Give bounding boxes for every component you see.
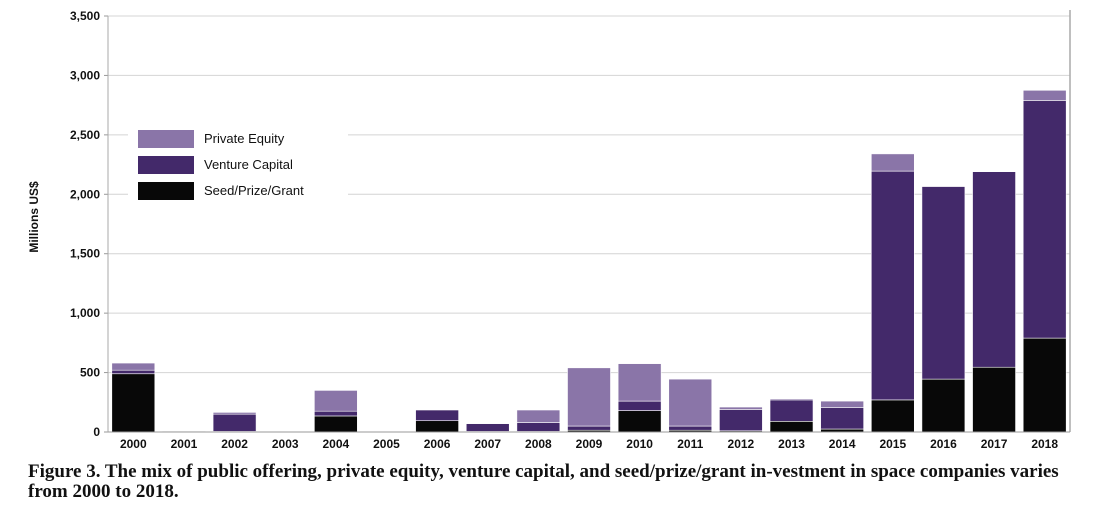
x-tick-label: 2008 [525, 437, 552, 451]
axes [107, 10, 1071, 433]
bar-segment [111, 369, 156, 375]
bar-segment [719, 409, 763, 432]
bar-segment [111, 362, 156, 371]
x-tick-label: 2014 [829, 437, 856, 451]
legend: Private Equity Venture Capital Seed/Prize/… [128, 122, 348, 208]
bar-segment [212, 413, 257, 432]
bar-segment [972, 366, 1016, 433]
bar-segment [1022, 100, 1067, 339]
y-tick-label: 0 [93, 425, 100, 439]
x-tick-label: 2003 [272, 437, 299, 451]
legend-label: Private Equity [204, 131, 285, 146]
x-tick-label: 2009 [576, 437, 603, 451]
x-tick-label: 2011 [677, 437, 703, 451]
x-tick-label: 2006 [424, 437, 451, 451]
bar-segment [415, 420, 459, 433]
y-tick-label: 3,500 [70, 9, 100, 23]
bar-segment [314, 415, 358, 433]
y-tick-labels: 0 500 1,000 1,500 2,000 2,500 3,000 3,500 [70, 9, 100, 439]
bar-segment [921, 378, 966, 433]
x-tick-label: 2001 [171, 437, 198, 451]
grid-lines [104, 15, 1070, 433]
bar-segment [364, 430, 409, 432]
x-tick-label: 2007 [474, 437, 501, 451]
bar-segment [465, 423, 510, 432]
bar-segment [972, 171, 1016, 368]
bars [111, 89, 1067, 433]
bar-segment [668, 425, 713, 431]
bar-segment [870, 399, 915, 433]
bar-segment [617, 400, 662, 411]
y-tick-label: 3,000 [70, 68, 100, 82]
y-tick-label: 1,000 [70, 306, 100, 320]
x-tick-label: 2018 [1031, 437, 1058, 451]
bar-segment [820, 407, 864, 430]
bar-segment [567, 367, 611, 427]
bar-segment [769, 399, 814, 422]
bar-segment [769, 421, 814, 433]
bar-segment [567, 425, 611, 431]
y-tick-label: 500 [80, 366, 100, 380]
y-tick-label: 2,500 [70, 128, 100, 142]
x-tick-labels: 2000 2001 2002 2003 2004 2005 2006 2007 2008 2009… [120, 437, 1058, 451]
legend-swatch [138, 156, 194, 174]
bar-segment [516, 422, 561, 432]
x-tick-label: 2012 [728, 437, 755, 451]
bar-segment [212, 412, 257, 415]
y-tick-label: 2,000 [70, 187, 100, 201]
bar-segment [820, 400, 864, 408]
figure-caption: Figure 3. The mix of public offering, pr… [28, 461, 1059, 502]
bar-segment [314, 410, 358, 417]
legend-label: Venture Capital [204, 157, 293, 172]
x-tick-label: 2000 [120, 437, 147, 451]
x-tick-label: 2013 [778, 437, 805, 451]
bar-segment [617, 410, 662, 433]
bar-segment [617, 363, 662, 402]
bar-segment [921, 186, 966, 380]
bar-segment [1022, 89, 1067, 101]
legend-label: Seed/Prize/Grant [204, 183, 304, 198]
bar-segment [516, 409, 561, 423]
bar-segment [111, 373, 156, 433]
bar-segment [1022, 337, 1067, 433]
x-tick-label: 2016 [930, 437, 957, 451]
legend-swatch [138, 130, 194, 148]
bar-segment [769, 398, 814, 401]
bar-segment [719, 406, 763, 410]
x-tick-label: 2010 [626, 437, 653, 451]
x-tick-label: 2002 [221, 437, 248, 451]
bar-segment [415, 409, 459, 422]
bar-segment [668, 378, 713, 427]
bar-segment [870, 153, 915, 172]
x-tick-label: 2015 [879, 437, 906, 451]
x-tick-label: 2005 [373, 437, 400, 451]
bar-segment [870, 170, 915, 401]
y-axis-label: Millions US$ [27, 181, 41, 253]
bar-segment [314, 390, 358, 412]
x-tick-label: 2017 [981, 437, 1008, 451]
y-tick-label: 1,500 [70, 247, 100, 261]
legend-swatch [138, 182, 194, 200]
x-tick-label: 2004 [322, 437, 349, 451]
